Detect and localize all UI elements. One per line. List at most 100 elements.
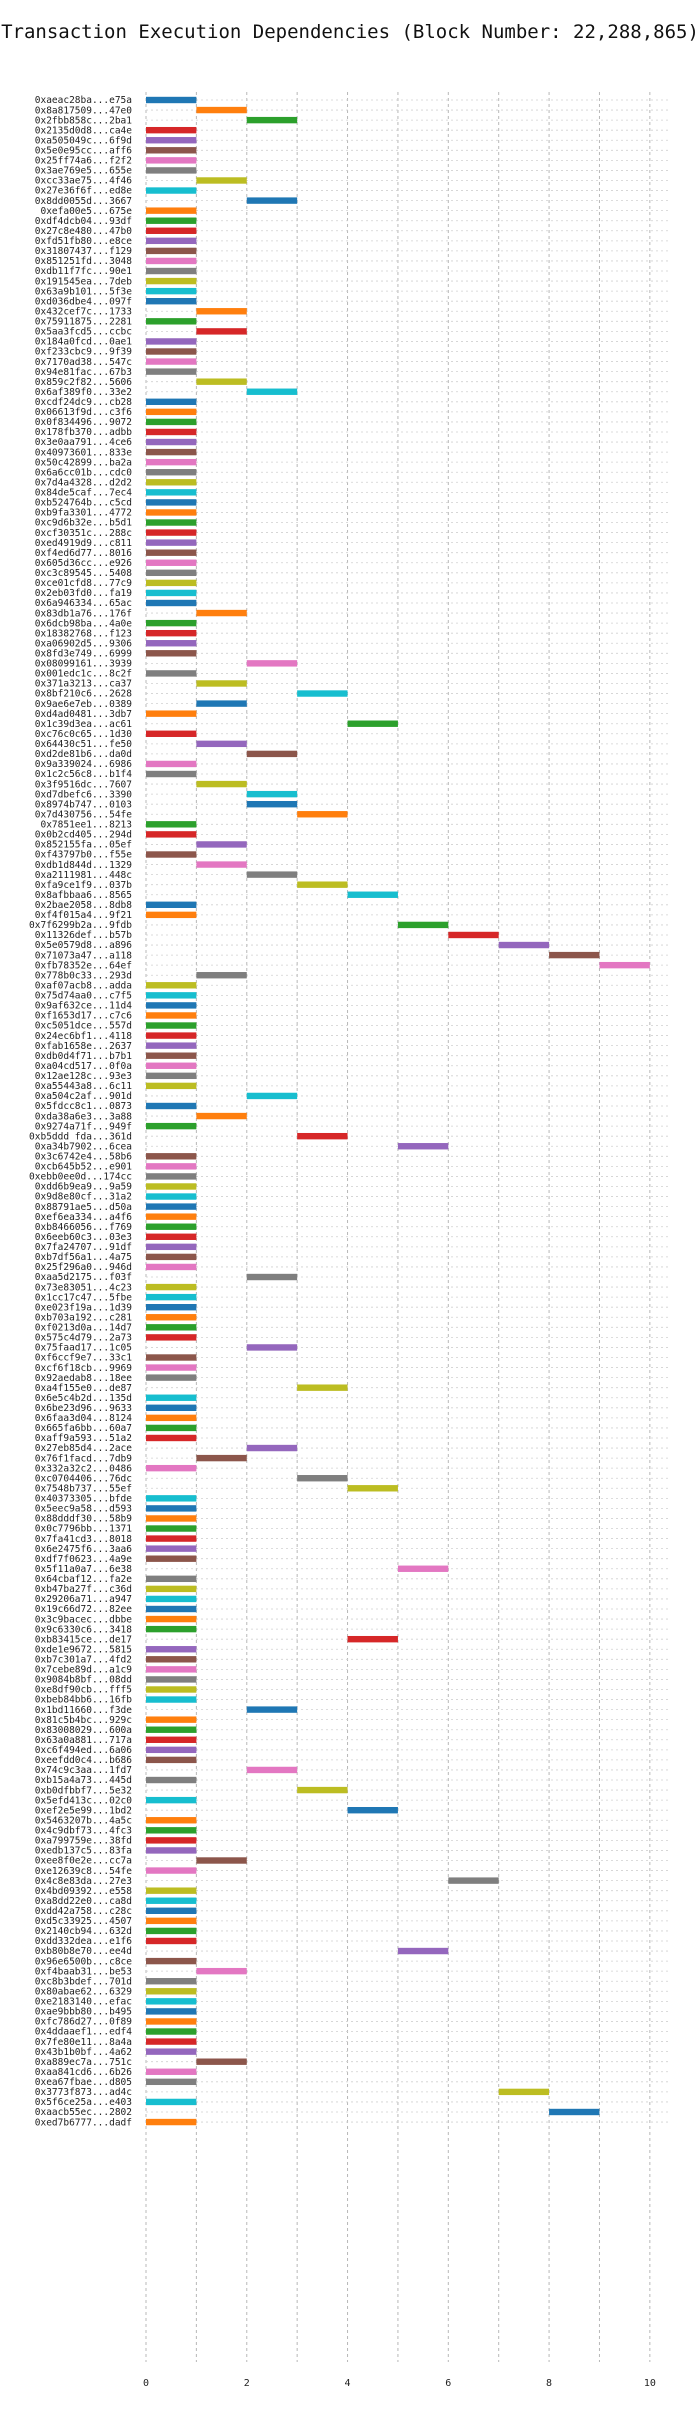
tx-bar bbox=[146, 1978, 197, 1985]
tx-bar bbox=[146, 2118, 197, 2126]
tx-bar bbox=[246, 1092, 298, 1100]
tx-bar bbox=[196, 1967, 247, 1975]
tx-bar bbox=[146, 1726, 197, 1733]
y-tick-label: 0x2bae2058...8db8 bbox=[35, 900, 133, 911]
tx-bar bbox=[146, 1364, 197, 1371]
y-tick-label: 0x3773f873...ad4c bbox=[35, 2087, 132, 2098]
tx-bar bbox=[146, 1062, 197, 1069]
y-tick-label: 0xb5ddd fda...361d bbox=[29, 1131, 132, 1142]
y-tick-label: 0xa4f155e0...de87 bbox=[35, 1383, 132, 1394]
y-tick-label: 0x25ff74a6...f2f2 bbox=[35, 156, 132, 167]
y-tick-label: 0xee8f0e2e...cc7a bbox=[35, 1856, 132, 1867]
tx-bar bbox=[297, 1786, 348, 1794]
tx-bar bbox=[146, 1002, 197, 1009]
tx-bar bbox=[297, 1132, 348, 1140]
tx-bar bbox=[146, 1223, 197, 1230]
tx-bar bbox=[146, 167, 197, 174]
tx-bar bbox=[146, 1243, 197, 1251]
y-tick-label: 0xef2e5e99...1bd2 bbox=[35, 1805, 132, 1816]
y-tick-label: 0x40373305...bfde bbox=[35, 1494, 133, 1505]
y-tick-label: 0x84de5caf...7ec4 bbox=[35, 488, 133, 499]
tx-bar bbox=[146, 1776, 197, 1784]
y-tick-label: 0x8dd0055d...3667 bbox=[35, 196, 132, 207]
y-tick-label: 0x7548b737...55ef bbox=[35, 1483, 132, 1494]
y-tick-label: 0xa889ec7a...751c bbox=[35, 2057, 132, 2068]
tx-bar bbox=[146, 821, 197, 828]
tx-bar bbox=[146, 1203, 197, 1210]
y-tick-label: 0x6faa3d04...8124 bbox=[35, 1413, 133, 1424]
y-tick-label: 0xaa841cd6...6b26 bbox=[35, 2067, 133, 2078]
tx-bar bbox=[146, 549, 197, 556]
tx-bar bbox=[196, 2058, 247, 2065]
y-tick-label: 0x5fdcc8c1...0873 bbox=[35, 1101, 132, 1112]
tx-bar bbox=[146, 529, 197, 536]
tx-bar bbox=[246, 660, 298, 667]
y-tick-label: 0xf4f015a4...9f21 bbox=[35, 910, 133, 921]
tx-bar bbox=[146, 237, 197, 245]
tx-bar bbox=[347, 1635, 398, 1643]
y-tick-label: 0xfd51fb80...e8ce bbox=[35, 236, 133, 247]
y-tick-label: 0xcb645b52...e901 bbox=[35, 1162, 133, 1173]
y-tick-label: 0xd2de81b6...da0d bbox=[35, 749, 132, 760]
y-tick-label: 0xdd6b9ea9...9a59 bbox=[35, 1182, 133, 1193]
tx-bar bbox=[146, 1253, 197, 1261]
y-tick-label: 0x3e0aa791...4ce6 bbox=[35, 437, 133, 448]
tx-bar bbox=[146, 489, 197, 496]
y-tick-label: 0x8974b747...0103 bbox=[35, 799, 132, 810]
tx-bar bbox=[146, 519, 197, 526]
y-tick-label: 0xfb78352e...64ef bbox=[35, 960, 132, 971]
y-tick-label: 0x19c66d72...82ee bbox=[35, 1604, 133, 1615]
y-tick-label: 0xda38a6e3...3a88 bbox=[35, 1111, 133, 1122]
y-tick-label: 0xd4ad0481...3db7 bbox=[35, 709, 132, 720]
y-tick-label: 0x4ddaaef1...edf4 bbox=[35, 2027, 133, 2038]
tx-bar bbox=[146, 2078, 197, 2086]
tx-bar bbox=[146, 1505, 197, 1512]
y-tick-label: 0xe2183140...efac bbox=[35, 1997, 132, 2008]
y-tick-label: 0xdd42a758...c28c bbox=[35, 1906, 132, 1917]
y-tick-label: 0xf1653d17...c7c6 bbox=[35, 1011, 133, 1022]
y-tick-label: 0xf43797b0...f55e bbox=[35, 850, 133, 861]
y-tick-label: 0x6be23d96...9633 bbox=[35, 1403, 132, 1414]
y-tick-label: 0xdb0d4f71...b7b1 bbox=[35, 1051, 133, 1062]
tx-bar bbox=[146, 2048, 197, 2055]
tx-bar bbox=[146, 469, 197, 476]
y-tick-label: 0xf0213d0a...14d7 bbox=[35, 1323, 132, 1334]
tx-bar bbox=[397, 1143, 449, 1150]
y-tick-label: 0x27e36f6f...ed8e bbox=[35, 186, 133, 197]
y-tick-label: 0x83db1a76...176f bbox=[35, 608, 132, 619]
tx-bar bbox=[246, 801, 298, 808]
tx-bar bbox=[146, 1817, 197, 1824]
y-tick-label: 0x191545ea...7deb bbox=[35, 276, 133, 287]
tx-bar bbox=[146, 207, 197, 214]
x-tick-label: 10 bbox=[644, 2378, 656, 2389]
y-tick-label: 0xde1e9672...5815 bbox=[35, 1644, 132, 1655]
y-tick-label: 0xf4ed6d77...8016 bbox=[35, 548, 133, 559]
tx-bar bbox=[297, 881, 348, 888]
tx-bar bbox=[146, 1314, 197, 1321]
y-tick-label: 0x184a0fcd...0ae1 bbox=[35, 337, 133, 348]
tx-bar bbox=[549, 951, 600, 959]
tx-bar bbox=[146, 831, 197, 838]
y-tick-label: 0x96e6500b...c8ce bbox=[35, 1956, 133, 1967]
tx-bar bbox=[146, 1052, 197, 1059]
tx-bar bbox=[146, 1666, 197, 1673]
tx-bar bbox=[196, 609, 247, 617]
tx-bar bbox=[246, 1706, 298, 1713]
tx-bar bbox=[146, 1515, 197, 1522]
tx-bar bbox=[146, 1173, 197, 1180]
y-tick-label: 0xe023f19a...1d39 bbox=[35, 1302, 133, 1313]
y-tick-label: 0x5463207b...4a5c bbox=[35, 1815, 132, 1826]
y-tick-label: 0x7170ad38...547c bbox=[35, 357, 132, 368]
tx-bar bbox=[297, 690, 348, 697]
tx-bar bbox=[196, 861, 247, 868]
y-tick-label: 0x8a817509...47e0 bbox=[35, 105, 133, 116]
y-tick-label: 0x7d4a4328...d2d2 bbox=[35, 477, 132, 488]
tx-bar bbox=[196, 1112, 247, 1120]
tx-bar bbox=[146, 448, 197, 456]
y-tick-label: 0xa06902d5...9306 bbox=[35, 638, 133, 649]
y-tick-label: 0x1bd11660...f3de bbox=[35, 1705, 133, 1716]
tx-bar bbox=[146, 1233, 197, 1240]
y-tick-label: 0x371a3213...ca37 bbox=[35, 679, 132, 690]
tx-bar bbox=[146, 1434, 197, 1442]
y-tick-label: 0x75d74aa0...c7f5 bbox=[35, 991, 132, 1002]
